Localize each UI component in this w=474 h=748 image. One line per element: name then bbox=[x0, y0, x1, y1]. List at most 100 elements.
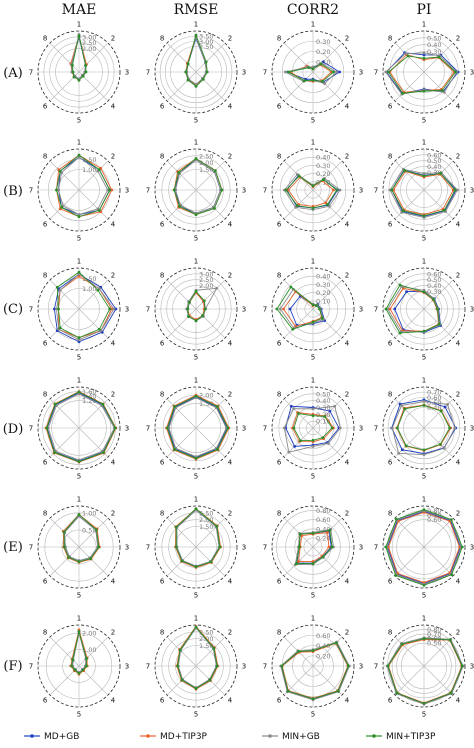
data-point-min-tip3p-2 bbox=[437, 55, 441, 59]
spoke-label-6: 6 bbox=[388, 696, 393, 704]
data-point-min-tip3p-5 bbox=[194, 213, 198, 217]
data-point-min-tip3p-1 bbox=[422, 404, 426, 407]
spoke-label-2: 2 bbox=[345, 510, 349, 518]
radar-panel-b-rmse: 1 2 3 4 5 6 7 8 1.502.002.50 bbox=[146, 139, 246, 243]
data-point-min-tip3p-8 bbox=[297, 174, 301, 178]
data-point-min-tip3p-7 bbox=[292, 426, 296, 430]
spoke-line bbox=[394, 71, 425, 102]
data-point-min-gb-6 bbox=[287, 450, 291, 454]
data-point-md-gb-7 bbox=[53, 307, 56, 311]
data-point-min-tip3p-7 bbox=[387, 70, 390, 74]
spoke-label-8: 8 bbox=[43, 629, 47, 637]
data-point-min-tip3p-4 bbox=[442, 208, 446, 212]
spoke-label-8: 8 bbox=[277, 35, 281, 43]
spoke-line bbox=[166, 160, 197, 191]
spoke-label-7: 7 bbox=[29, 187, 33, 195]
data-point-min-tip3p-4 bbox=[209, 560, 213, 564]
tick-label: 0.30 bbox=[427, 288, 441, 296]
data-point-min-tip3p-4 bbox=[321, 436, 325, 440]
legend-label: MD+TIP3P bbox=[160, 732, 208, 742]
data-point-md-tip3p-2 bbox=[326, 531, 329, 534]
data-point-min-tip3p-8 bbox=[297, 650, 300, 653]
spoke-label-4: 4 bbox=[228, 577, 233, 585]
spoke-label-7: 7 bbox=[263, 425, 267, 433]
data-point-min-tip3p-1 bbox=[311, 184, 315, 188]
data-point-min-tip3p-2 bbox=[323, 415, 326, 418]
data-point-min-tip3p-4 bbox=[437, 322, 441, 326]
data-point-min-gb-1 bbox=[422, 399, 426, 403]
spoke-label-8: 8 bbox=[160, 629, 164, 637]
spoke-label-6: 6 bbox=[160, 339, 165, 347]
column-title-pi: PI bbox=[417, 2, 432, 18]
spoke-line bbox=[195, 517, 226, 548]
tick-label: 0.40 bbox=[316, 525, 330, 533]
spoke-label-2: 2 bbox=[456, 153, 460, 161]
data-point-min-gb-5 bbox=[77, 338, 81, 342]
tick-label: 1.50 bbox=[199, 642, 213, 650]
spoke-label-7: 7 bbox=[146, 425, 150, 433]
data-point-min-tip3p-7 bbox=[275, 307, 279, 311]
spoke-line bbox=[394, 546, 425, 577]
data-point-min-tip3p-1 bbox=[311, 303, 315, 307]
data-point-min-tip3p-1 bbox=[77, 513, 81, 516]
data-point-min-tip3p-2 bbox=[202, 299, 206, 303]
data-point-min-tip3p-3 bbox=[218, 545, 222, 549]
data-point-min-tip3p-6 bbox=[398, 331, 402, 335]
tick-label: 0.50 bbox=[316, 390, 330, 398]
spoke-label-6: 6 bbox=[277, 458, 282, 466]
radar-panel-e-mae: 1 2 3 4 5 6 7 8 0.50 1.00 bbox=[29, 496, 129, 600]
data-point-min-tip3p-8 bbox=[406, 54, 410, 58]
spoke-label-8: 8 bbox=[388, 510, 392, 518]
data-point-min-tip3p-5 bbox=[311, 320, 315, 324]
data-point-min-tip3p-8 bbox=[403, 407, 407, 411]
tick-label: 2.00 bbox=[199, 516, 213, 524]
tick-label: 0.10 bbox=[316, 418, 330, 426]
data-point-min-gb-1 bbox=[311, 65, 315, 69]
data-point-min-tip3p-5 bbox=[77, 560, 81, 564]
spoke-label-1: 1 bbox=[422, 377, 426, 385]
data-point-min-tip3p-1 bbox=[77, 153, 81, 157]
data-point-min-tip3p-8 bbox=[394, 517, 398, 521]
data-point-md-tip3p-3 bbox=[332, 188, 335, 192]
data-point-min-gb-4 bbox=[323, 82, 326, 85]
spoke-label-1: 1 bbox=[422, 496, 426, 504]
data-point-min-tip3p-2 bbox=[85, 657, 88, 660]
spoke-label-7: 7 bbox=[29, 544, 33, 552]
data-point-min-tip3p-6 bbox=[286, 689, 290, 693]
spoke-label-5: 5 bbox=[77, 473, 81, 481]
spoke-line bbox=[423, 160, 454, 191]
tick-label: 2.00 bbox=[82, 630, 96, 638]
tick-label: 0.10 bbox=[316, 297, 330, 305]
radar-panels: 123456782.002.503.00123456782.503.003.50… bbox=[29, 21, 474, 719]
data-point-min-tip3p-8 bbox=[174, 525, 178, 529]
legend-swatch-marker bbox=[146, 734, 150, 738]
data-point-min-tip3p-6 bbox=[302, 79, 306, 83]
data-point-md-tip3p-3 bbox=[327, 545, 331, 549]
spoke-label-4: 4 bbox=[456, 220, 461, 228]
spoke-label-1: 1 bbox=[77, 377, 81, 385]
data-point-min-tip3p-2 bbox=[315, 304, 318, 307]
data-point-min-tip3p-8 bbox=[400, 642, 404, 646]
tick-label: 0.50 bbox=[427, 34, 441, 42]
spoke-line bbox=[423, 427, 454, 458]
legend-item-md-gb: MD+GB bbox=[24, 732, 79, 742]
data-point-min-tip3p-6 bbox=[294, 562, 298, 566]
spoke-label-7: 7 bbox=[374, 69, 378, 77]
data-point-min-tip3p-1 bbox=[194, 394, 198, 398]
data-point-min-tip3p-3 bbox=[205, 70, 209, 74]
tick-label: 1.50 bbox=[82, 275, 96, 283]
spoke-label-5: 5 bbox=[194, 235, 198, 243]
spoke-label-5: 5 bbox=[311, 354, 315, 362]
data-point-min-tip3p-3 bbox=[330, 545, 334, 549]
spoke-line bbox=[49, 279, 80, 310]
spoke-line bbox=[78, 160, 109, 191]
data-point-min-tip3p-8 bbox=[177, 171, 181, 175]
tick-label: 0.30 bbox=[427, 48, 441, 56]
data-point-min-tip3p-7 bbox=[280, 664, 284, 668]
spoke-label-3: 3 bbox=[242, 425, 246, 433]
tick-label: 2.50 bbox=[199, 152, 213, 160]
spoke-label-6: 6 bbox=[160, 102, 165, 110]
data-point-min-tip3p-8 bbox=[289, 285, 293, 289]
radar-panel-a-pi: 1 2 3 4 5 6 7 8 0.300.400.50 bbox=[374, 21, 474, 125]
